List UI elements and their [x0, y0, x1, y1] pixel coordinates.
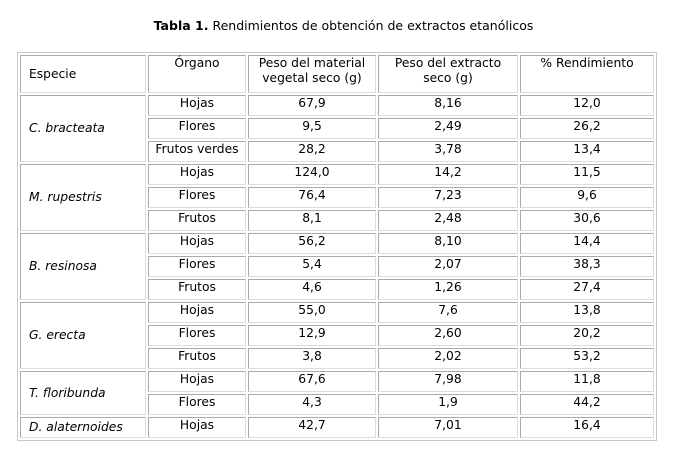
header-peso-material: Peso del material vegetal seco (g) — [248, 55, 376, 93]
header-organo: Órgano — [148, 55, 246, 93]
species-cell: M. rupestris — [20, 164, 146, 231]
extract-weight-cell: 2,60 — [378, 325, 518, 346]
organ-cell: Hojas — [148, 95, 246, 116]
species-cell: G. erecta — [20, 302, 146, 369]
yield-cell: 11,5 — [520, 164, 654, 185]
yield-cell: 14,4 — [520, 233, 654, 254]
species-cell: D. alaternoides — [20, 417, 146, 438]
organ-cell: Flores — [148, 325, 246, 346]
species-cell: B. resinosa — [20, 233, 146, 300]
material-weight-cell: 67,6 — [248, 371, 376, 392]
yield-table: Especie Órgano Peso del material vegetal… — [17, 52, 657, 441]
extract-weight-cell: 7,98 — [378, 371, 518, 392]
material-weight-cell: 55,0 — [248, 302, 376, 323]
organ-cell: Hojas — [148, 417, 246, 438]
yield-cell: 20,2 — [520, 325, 654, 346]
extract-weight-cell: 1,26 — [378, 279, 518, 300]
organ-cell: Frutos — [148, 279, 246, 300]
extract-weight-cell: 2,48 — [378, 210, 518, 231]
extract-weight-cell: 14,2 — [378, 164, 518, 185]
material-weight-cell: 56,2 — [248, 233, 376, 254]
table-row: D. alaternoides Hojas 42,7 7,01 16,4 — [20, 417, 654, 438]
yield-cell: 12,0 — [520, 95, 654, 116]
caption-text: Rendimientos de obtención de extractos e… — [212, 18, 534, 33]
material-weight-cell: 76,4 — [248, 187, 376, 208]
table-row: Flores 9,5 2,49 26,2 — [20, 118, 654, 139]
extract-weight-cell: 1,9 — [378, 394, 518, 415]
extract-weight-cell: 7,6 — [378, 302, 518, 323]
organ-cell: Flores — [148, 256, 246, 277]
yield-cell: 53,2 — [520, 348, 654, 369]
organ-cell: Flores — [148, 118, 246, 139]
material-weight-cell: 9,5 — [248, 118, 376, 139]
table-row: B. resinosa Hojas 56,2 8,10 14,4 — [20, 233, 654, 300]
caption-label: Tabla 1. — [153, 18, 209, 33]
material-weight-cell: 124,0 — [248, 164, 376, 185]
header-row: Especie Órgano Peso del material vegetal… — [20, 55, 654, 93]
species-cell: C. bracteata — [20, 95, 146, 162]
material-weight-cell: 12,9 — [248, 325, 376, 346]
material-weight-cell: 8,1 — [248, 210, 376, 231]
yield-cell: 16,4 — [520, 417, 654, 438]
table-row: Flores 76,4 7,23 9,6 — [20, 187, 654, 208]
material-weight-cell: 28,2 — [248, 141, 376, 162]
table-row: C. bracteata Hojas 67,9 8,16 12,0 — [20, 95, 654, 162]
material-weight-cell: 67,9 — [248, 95, 376, 116]
yield-cell: 11,8 — [520, 371, 654, 392]
table-row: Frutos 4,6 1,26 27,4 — [20, 279, 654, 300]
material-weight-cell: 4,6 — [248, 279, 376, 300]
extract-weight-cell: 8,10 — [378, 233, 518, 254]
extract-weight-cell: 2,07 — [378, 256, 518, 277]
table-row: T. floribunda Hojas 67,6 7,98 11,8 — [20, 371, 654, 415]
header-peso-extracto: Peso del extracto seco (g) — [378, 55, 518, 93]
extract-weight-cell: 2,49 — [378, 118, 518, 139]
organ-cell: Frutos verdes — [148, 141, 246, 162]
table-row: Flores 12,9 2,60 20,2 — [20, 325, 654, 346]
extract-weight-cell: 7,23 — [378, 187, 518, 208]
organ-cell: Hojas — [148, 302, 246, 323]
table-row: Frutos verdes 28,2 3,78 13,4 — [20, 141, 654, 162]
organ-cell: Flores — [148, 394, 246, 415]
extract-weight-cell: 3,78 — [378, 141, 518, 162]
extract-weight-cell: 2,02 — [378, 348, 518, 369]
organ-cell: Flores — [148, 187, 246, 208]
yield-cell: 13,8 — [520, 302, 654, 323]
yield-cell: 9,6 — [520, 187, 654, 208]
header-rendimiento: % Rendimiento — [520, 55, 654, 93]
table-caption: Tabla 1. Rendimientos de obtención de ex… — [0, 18, 687, 33]
organ-cell: Hojas — [148, 233, 246, 254]
extract-weight-cell: 7,01 — [378, 417, 518, 438]
organ-cell: Hojas — [148, 371, 246, 392]
material-weight-cell: 4,3 — [248, 394, 376, 415]
organ-cell: Frutos — [148, 348, 246, 369]
yield-cell: 27,4 — [520, 279, 654, 300]
material-weight-cell: 42,7 — [248, 417, 376, 438]
table-row: Frutos 8,1 2,48 30,6 — [20, 210, 654, 231]
material-weight-cell: 5,4 — [248, 256, 376, 277]
table-row: Flores 4,3 1,9 44,2 — [20, 394, 654, 415]
species-cell: T. floribunda — [20, 371, 146, 415]
header-especie: Especie — [20, 55, 146, 93]
table-row: Flores 5,4 2,07 38,3 — [20, 256, 654, 277]
yield-cell: 30,6 — [520, 210, 654, 231]
table-row: M. rupestris Hojas 124,0 14,2 11,5 — [20, 164, 654, 231]
yield-cell: 38,3 — [520, 256, 654, 277]
extract-weight-cell: 8,16 — [378, 95, 518, 116]
yield-cell: 44,2 — [520, 394, 654, 415]
table-row: Frutos 3,8 2,02 53,2 — [20, 348, 654, 369]
yield-cell: 13,4 — [520, 141, 654, 162]
yield-cell: 26,2 — [520, 118, 654, 139]
organ-cell: Frutos — [148, 210, 246, 231]
organ-cell: Hojas — [148, 164, 246, 185]
table-row: G. erecta Hojas 55,0 7,6 13,8 — [20, 302, 654, 369]
material-weight-cell: 3,8 — [248, 348, 376, 369]
